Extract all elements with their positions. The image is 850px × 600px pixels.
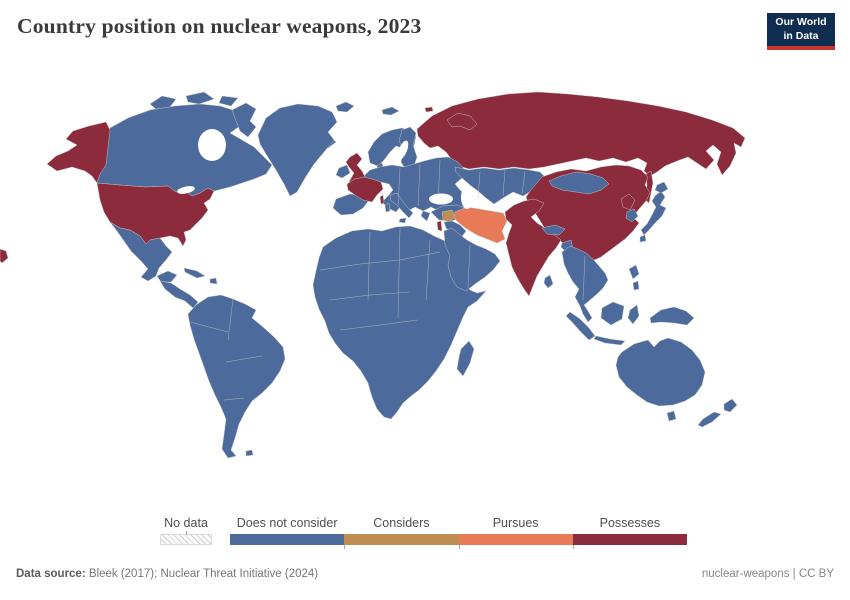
legend-nodata[interactable]: No data bbox=[160, 516, 212, 545]
country-iran[interactable] bbox=[453, 206, 508, 244]
country-australia[interactable] bbox=[615, 337, 706, 407]
region-svalbard[interactable] bbox=[335, 101, 355, 113]
country-south-korea[interactable] bbox=[625, 208, 639, 223]
country-russia-arctic-isle[interactable] bbox=[424, 106, 434, 113]
country-nepal[interactable] bbox=[541, 224, 566, 236]
country-italy-sardinia[interactable] bbox=[384, 202, 391, 213]
legend-segment-label: Possesses bbox=[599, 516, 661, 530]
owid-logo-line2: in Data bbox=[783, 29, 819, 42]
legend-segment[interactable]: Does not consider bbox=[230, 516, 345, 545]
country-new-zealand-north[interactable] bbox=[723, 398, 738, 413]
data-source-label: Data source: bbox=[16, 568, 86, 580]
region-borneo[interactable] bbox=[600, 301, 625, 326]
country-hispaniola[interactable] bbox=[209, 277, 218, 285]
country-new-zealand-south[interactable] bbox=[697, 411, 722, 428]
country-greece[interactable] bbox=[420, 210, 431, 222]
country-philippines-1[interactable] bbox=[628, 264, 640, 280]
country-mongolia[interactable] bbox=[548, 171, 610, 195]
country-greenland[interactable] bbox=[257, 103, 338, 197]
license-text[interactable]: nuclear-weapons | CC BY bbox=[701, 568, 834, 580]
chart-footer: Data source: Bleek (2017); Nuclear Threa… bbox=[0, 568, 850, 584]
legend-nodata-label: No data bbox=[164, 516, 208, 530]
country-philippines-2[interactable] bbox=[632, 280, 640, 291]
region-india-pakistan[interactable] bbox=[504, 198, 562, 297]
country-canada-island-2[interactable] bbox=[185, 91, 215, 105]
region-sumatra[interactable] bbox=[565, 311, 596, 341]
region-new-guinea[interactable] bbox=[649, 306, 695, 326]
legend-segment-label: Does not consider bbox=[236, 516, 338, 530]
legend-segment[interactable]: Possesses bbox=[572, 516, 687, 549]
region-southeast-asia[interactable] bbox=[561, 245, 609, 323]
country-italy-sicily[interactable] bbox=[398, 217, 407, 224]
country-cuba[interactable] bbox=[183, 267, 206, 279]
country-france-corsica[interactable] bbox=[379, 194, 385, 205]
country-france[interactable] bbox=[346, 176, 384, 203]
country-mexico[interactable] bbox=[109, 221, 173, 282]
country-ireland[interactable] bbox=[335, 164, 351, 179]
legend-bar: Does not consider Considers Pursues Possess… bbox=[230, 516, 687, 549]
country-united-states-hawaii[interactable] bbox=[0, 248, 9, 264]
seas bbox=[177, 129, 473, 209]
region-arabian-peninsula[interactable] bbox=[443, 227, 501, 292]
region-south-america[interactable] bbox=[187, 294, 286, 459]
legend-segment[interactable]: Pursues bbox=[458, 516, 573, 549]
legend-segment-swatch bbox=[458, 534, 573, 549]
region-central-america[interactable] bbox=[159, 280, 199, 309]
region-sulawesi[interactable] bbox=[627, 304, 640, 325]
legend-segment-label: Pursues bbox=[492, 516, 539, 530]
country-north-korea[interactable] bbox=[620, 193, 636, 211]
legend-segment-label: Considers bbox=[373, 516, 430, 530]
country-italy[interactable] bbox=[389, 192, 414, 219]
data-source-text: Bleek (2017); Nuclear Threat Initiative … bbox=[85, 568, 319, 580]
legend-segment-swatch bbox=[230, 534, 345, 545]
legend-segment-swatch bbox=[572, 534, 687, 549]
country-japan-kyushu[interactable] bbox=[639, 234, 647, 243]
page-title: Country position on nuclear weapons, 202… bbox=[17, 14, 422, 38]
country-borders bbox=[189, 159, 586, 401]
region-falkland[interactable] bbox=[245, 449, 254, 457]
owid-logo[interactable]: Our World in Data bbox=[767, 13, 835, 50]
country-canada-island-3[interactable] bbox=[218, 95, 239, 107]
legend-segment[interactable]: Considers bbox=[344, 516, 459, 549]
country-israel[interactable] bbox=[436, 220, 443, 232]
country-russia[interactable] bbox=[416, 91, 746, 177]
region-iraq-jordan[interactable] bbox=[443, 220, 467, 239]
legend-segment-swatch bbox=[344, 534, 459, 549]
country-sri-lanka[interactable] bbox=[543, 274, 554, 289]
country-madagascar[interactable] bbox=[456, 340, 475, 377]
country-australia-tasmania[interactable] bbox=[666, 410, 677, 422]
country-japan-hokkaido[interactable] bbox=[654, 181, 669, 194]
data-source-line[interactable]: Data source: Bleek (2017); Nuclear Threa… bbox=[16, 568, 318, 580]
country-united-states-alaska[interactable] bbox=[46, 121, 111, 184]
region-franz-josef[interactable] bbox=[381, 106, 400, 116]
country-russia-novaya-zemlya[interactable] bbox=[446, 112, 478, 131]
region-yucatan[interactable] bbox=[156, 270, 178, 283]
country-syria[interactable] bbox=[441, 209, 456, 223]
world-map bbox=[0, 85, 850, 515]
legend-nodata-swatch bbox=[160, 531, 212, 545]
country-canada-island-1[interactable] bbox=[149, 95, 177, 110]
country-japan[interactable] bbox=[640, 190, 667, 236]
region-java[interactable] bbox=[593, 335, 626, 346]
owid-logo-line1: Our World bbox=[775, 15, 827, 28]
map-legend: No data Does not consider Considers Pursue… bbox=[0, 516, 850, 552]
country-canada-baffin[interactable] bbox=[231, 102, 257, 138]
